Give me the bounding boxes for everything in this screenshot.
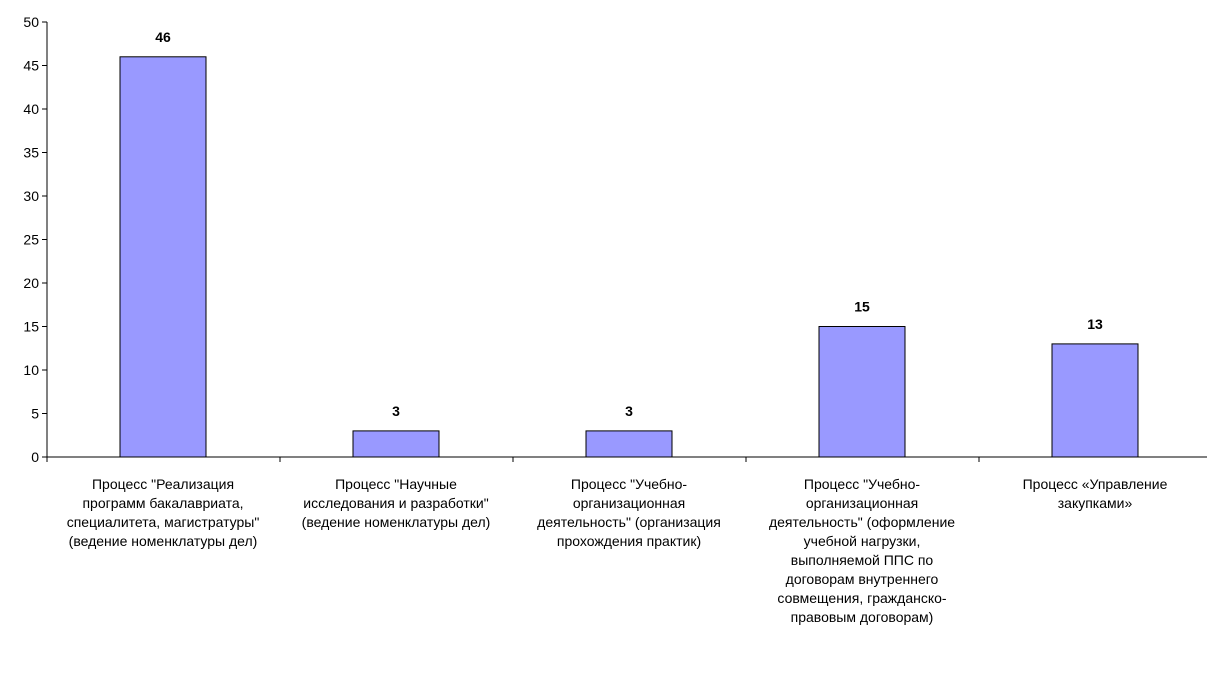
bar	[1051, 343, 1139, 458]
x-category-label: Процесс "Научные исследования и разработ…	[301, 476, 491, 530]
y-axis: 0 5 10 15 20 25 30 35 40 45 50	[23, 14, 48, 465]
y-tick-label: 30	[23, 188, 39, 204]
x-category-label: Процесс "Учебно-организационная деятельн…	[768, 476, 956, 625]
bar	[352, 430, 440, 458]
y-tick-label: 50	[23, 14, 39, 30]
bar-series	[119, 56, 1139, 458]
x-category-label: Процесс "Учебно-организационная деятельн…	[537, 476, 721, 549]
y-tick-label: 10	[23, 362, 39, 378]
y-tick-label: 20	[23, 275, 39, 291]
data-labels: 46 3 3 15 13	[155, 29, 1103, 419]
y-tick-label: 45	[23, 58, 39, 74]
y-tick-label: 15	[23, 319, 39, 335]
data-label: 13	[1087, 316, 1103, 332]
x-category-label: Процесс "Реализация программ бакалавриат…	[66, 476, 260, 549]
y-tick-label: 0	[31, 449, 39, 465]
data-label: 15	[854, 299, 870, 315]
y-tick-label: 5	[31, 406, 39, 422]
x-axis	[46, 456, 1207, 462]
x-category-label: Процесс «Управление закупками»	[1022, 476, 1168, 511]
bar	[119, 56, 207, 458]
bar	[818, 326, 906, 458]
y-tick-label: 25	[23, 232, 39, 248]
data-label: 3	[625, 403, 633, 419]
bar	[585, 430, 673, 458]
y-tick-label: 40	[23, 101, 39, 117]
data-label: 46	[155, 29, 171, 45]
data-label: 3	[392, 403, 400, 419]
y-tick-label: 35	[23, 145, 39, 161]
